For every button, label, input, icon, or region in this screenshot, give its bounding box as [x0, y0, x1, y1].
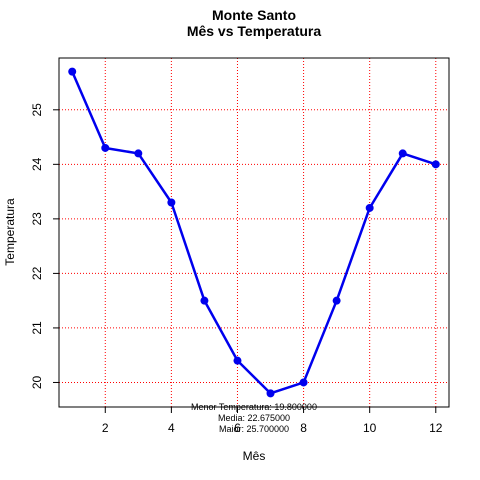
data-series [68, 67, 440, 398]
plot-frame [58, 57, 450, 408]
x-tick-label-12: 12 [429, 421, 443, 435]
chart-title: Monte Santo [212, 7, 296, 23]
data-point-7 [266, 389, 275, 398]
data-point-9 [332, 296, 341, 305]
data-point-11 [398, 149, 407, 158]
series-line-0 [71, 71, 437, 395]
y-tick-label-23: 23 [30, 212, 44, 226]
y-tick-label-22: 22 [30, 266, 44, 280]
data-point-10 [365, 203, 374, 212]
data-point-1 [68, 67, 77, 76]
data-point-8 [299, 378, 308, 387]
y-tick-label-25: 25 [30, 103, 44, 117]
y-tick-label-20: 20 [30, 375, 44, 389]
x-tick-label-8: 8 [300, 421, 307, 435]
y-tick-label-24: 24 [30, 157, 44, 171]
chart-subtitle: Mês vs Temperatura [187, 23, 322, 39]
data-point-2 [101, 143, 110, 152]
x-tick-label-4: 4 [168, 421, 175, 435]
data-point-12 [431, 160, 440, 169]
y-tick-label-21: 21 [30, 321, 44, 335]
data-point-5 [200, 296, 209, 305]
annotation-max: Maior: 25.700000 [219, 424, 289, 434]
x-tick-label-10: 10 [363, 421, 377, 435]
data-point-3 [134, 149, 143, 158]
x-axis-label: Mês [243, 449, 266, 463]
data-point-6 [233, 356, 242, 365]
annotation-min-temp: Menor Temperatura: 19.800000 [191, 402, 317, 412]
grid [59, 58, 449, 407]
y-axis-label: Temperatura [3, 198, 17, 266]
data-point-4 [167, 198, 176, 207]
annotation-mean: Media: 22.675000 [218, 413, 290, 423]
x-tick-label-2: 2 [102, 421, 109, 435]
x-tick-label-6: 6 [234, 421, 241, 435]
